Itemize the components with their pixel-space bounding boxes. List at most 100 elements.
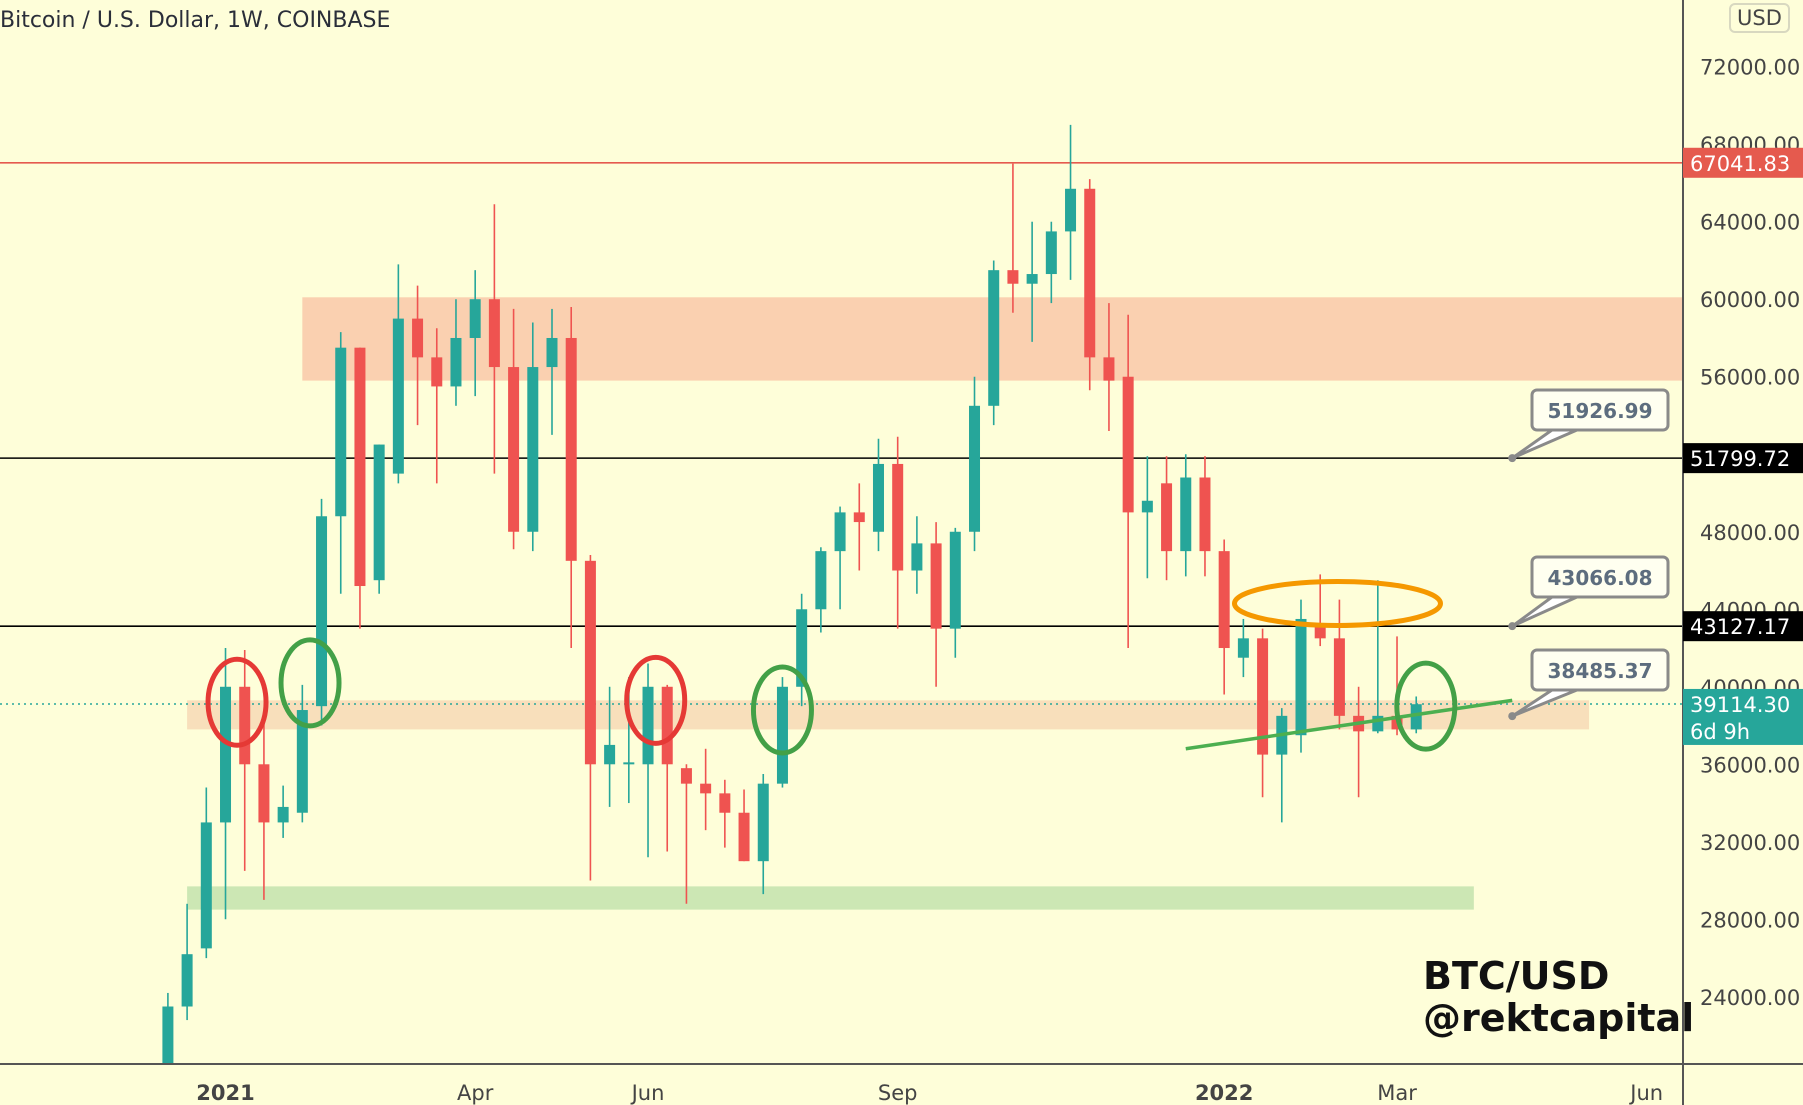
candle-down [354, 347, 366, 587]
candle-up [373, 444, 385, 581]
candle-down [584, 560, 596, 765]
candle-up [969, 405, 981, 532]
candle-down [239, 686, 251, 765]
time-tick: Jun [630, 1081, 665, 1105]
candle-up [200, 822, 212, 949]
callout-anchor [1508, 712, 1517, 721]
highlight-ellipse [1231, 578, 1443, 628]
price-tick: 32000.00 [1700, 831, 1800, 855]
candle-down [1199, 477, 1211, 552]
support-zone-green [187, 886, 1474, 910]
candle-down [1103, 357, 1115, 381]
highlight-circle [1394, 660, 1458, 752]
price-tick: 72000.00 [1700, 56, 1800, 80]
candle-up [796, 609, 808, 687]
candle-up [316, 516, 328, 707]
candle-up [392, 318, 404, 474]
candle-down [680, 768, 692, 784]
price-axis [1683, 0, 1803, 1105]
candle-up [1372, 715, 1384, 732]
candle-up [872, 463, 884, 532]
candle-down [719, 793, 731, 813]
time-tick: Mar [1377, 1081, 1417, 1105]
highlight-circle [205, 656, 269, 748]
candle-up [1065, 188, 1077, 232]
candle-up [181, 954, 193, 1007]
candle-down [1084, 188, 1096, 358]
chart-title: Bitcoin / U.S. Dollar, 1W, COINBASE [0, 8, 391, 33]
candle-down [1333, 638, 1345, 716]
candle-up [335, 347, 347, 517]
price-tick: 64000.00 [1700, 211, 1800, 235]
callout-box [1530, 648, 1670, 692]
candle-up [220, 686, 232, 823]
callout-label: 51926.99 [1547, 399, 1652, 423]
candle-down [1161, 483, 1173, 552]
candle-down [853, 512, 865, 523]
callout-label: 43066.08 [1547, 566, 1652, 590]
candle-down [1218, 551, 1230, 649]
candle-down [1314, 624, 1326, 639]
currency-button[interactable]: USD [1729, 3, 1790, 33]
price-label-bg [1683, 443, 1803, 474]
time-tick: Jun [1628, 1081, 1663, 1105]
callout-label: 38485.37 [1547, 659, 1652, 683]
candle-down [431, 357, 443, 387]
candle-down [700, 783, 712, 794]
candle-up [527, 367, 539, 532]
candle-up [949, 531, 961, 629]
candle-up [450, 337, 462, 387]
candle-down [892, 463, 904, 571]
candle-up [1026, 274, 1038, 284]
candle-up [604, 744, 616, 765]
price-label: 67041.83 [1690, 152, 1790, 176]
price-label: 43127.17 [1690, 615, 1790, 639]
candle-up [1410, 704, 1422, 730]
highlight-circle [624, 654, 688, 746]
watermark-line2: @rektcapital [1423, 996, 1695, 1040]
trendline [1185, 698, 1513, 751]
candle-up [988, 270, 1000, 406]
price-label-bg [1683, 611, 1803, 642]
countdown-label: 6d 9h [1690, 720, 1750, 744]
candle-up [1045, 231, 1057, 275]
time-tick: Apr [457, 1081, 494, 1105]
candle-down [488, 299, 500, 368]
candle-down [565, 337, 577, 561]
candle-down [1007, 270, 1019, 284]
watermark-line1: BTC/USD [1423, 954, 1610, 998]
candle-down [258, 764, 270, 823]
highlight-circle [278, 637, 342, 729]
candle-up [642, 686, 654, 765]
candle-up [776, 686, 788, 784]
candle-down [738, 812, 750, 862]
candle-up [1295, 618, 1307, 736]
candle-up [834, 512, 846, 552]
candle-down [1122, 376, 1134, 513]
callout-pointer [1511, 428, 1578, 460]
callout-pointer [1511, 595, 1578, 628]
price-label-bg [1683, 688, 1803, 745]
price-tick: 28000.00 [1700, 908, 1800, 932]
candle-up [469, 299, 481, 338]
candle-up [1141, 500, 1153, 513]
price-label: 39114.30 [1690, 693, 1790, 717]
candle-up [815, 551, 827, 610]
candle-up [911, 543, 923, 571]
callout-box [1530, 388, 1670, 432]
price-tick: 56000.00 [1700, 366, 1800, 390]
price-tick: 60000.00 [1700, 288, 1800, 312]
candle-up [1180, 477, 1192, 552]
highlight-circle [750, 664, 814, 756]
candle-up [162, 1006, 174, 1064]
candle-up [296, 710, 308, 813]
price-tick: 36000.00 [1700, 753, 1800, 777]
candle-down [1257, 638, 1269, 755]
candle-down [930, 543, 942, 629]
watermark: BTC/USD @rektcapital [1423, 955, 1694, 1039]
price-label: 51799.72 [1690, 447, 1790, 471]
price-label-bg [1683, 147, 1803, 178]
candle-down [412, 318, 424, 358]
callout-box [1530, 555, 1670, 599]
